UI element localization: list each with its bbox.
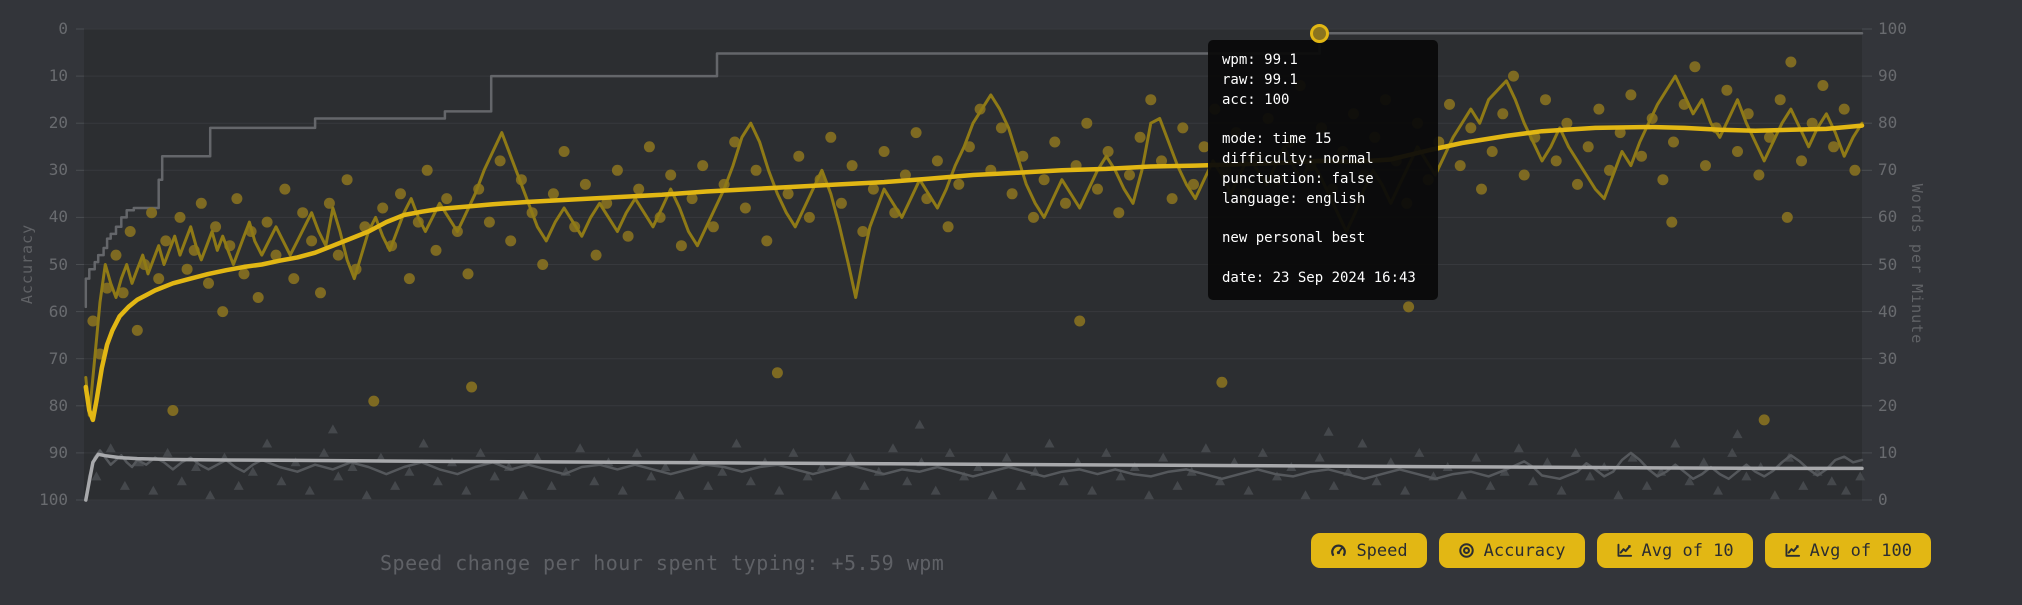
chart-toggle-buttons: Speed Accuracy Avg of 10 Avg of 100 [1311,533,1931,568]
tooltip-line [1222,209,1424,229]
highlighted-point-marker [1310,23,1330,43]
accuracy-tick-label: 40 [48,207,68,227]
accuracy-tick-label: 10 [48,66,68,86]
tooltip-line: raw: 99.1 [1222,71,1298,88]
speed-change-summary: Speed change per hour spent typing: +5.5… [380,551,945,575]
button-label: Speed [1356,540,1408,561]
wpm-tick-label: 30 [1878,348,1898,368]
wpm-tick-label: 80 [1878,113,1898,133]
accuracy-tick-label: 0 [58,19,68,38]
button-label: Avg of 10 [1641,540,1734,561]
tooltip-line: wpm: 99.1 [1222,52,1298,68]
accuracy-tick-label: 60 [48,301,68,321]
accuracy-tick-label: 20 [48,113,68,133]
tooltip-line [1222,249,1424,269]
accuracy-tick-label: 30 [48,160,68,180]
wpm-axis-title: Words per Minute [1908,183,1926,345]
tooltip-line [1222,110,1424,130]
avg-of-100-toggle-button[interactable]: Avg of 100 [1764,533,1931,568]
speedometer-icon [1330,542,1347,559]
speed-toggle-button[interactable]: Speed [1311,533,1427,568]
tooltip-line: new personal best [1222,230,1366,247]
tooltip-line: language: english [1222,190,1366,207]
chart-line-icon [1784,542,1801,559]
wpm-tick-label: 0 [1878,490,1888,509]
accuracy-tick-label: 90 [48,442,68,462]
tooltip-line: date: 23 Sep 2024 16:43 [1222,269,1416,286]
wpm-tick-label: 90 [1878,66,1898,86]
button-label: Accuracy [1483,540,1566,561]
tooltip-line: punctuation: false [1222,170,1374,187]
wpm-tick-label: 60 [1878,207,1898,227]
chart-tooltip: wpm: 99.1 raw: 99.1 acc: 100 mode: time 15… [1208,40,1438,300]
accuracy-tick-label: 50 [48,254,68,274]
avg-of-10-toggle-button[interactable]: Avg of 10 [1596,533,1753,568]
button-label: Avg of 100 [1809,540,1912,561]
bullseye-icon [1458,542,1475,559]
wpm-tick-label: 50 [1878,254,1898,274]
chart-plot-area [76,28,1872,502]
tooltip-line: acc: 100 [1222,91,1290,108]
wpm-tick-label: 70 [1878,160,1898,180]
wpm-tick-label: 40 [1878,301,1898,321]
chart-line-icon [1616,542,1633,559]
wpm-tick-label: 100 [1878,19,1907,38]
wpm-tick-label: 10 [1878,442,1898,462]
tooltip-line: difficulty: normal [1222,150,1374,167]
tooltip-line: mode: time 15 [1222,131,1332,148]
accuracy-toggle-button[interactable]: Accuracy [1438,533,1585,568]
results-history-chart[interactable] [76,28,1872,502]
accuracy-tick-label: 70 [48,348,68,368]
accuracy-axis-title: Accuracy [18,223,36,305]
accuracy-tick-label: 80 [48,395,68,415]
wpm-tick-label: 20 [1878,395,1898,415]
accuracy-tick-label: 100 [39,490,68,509]
